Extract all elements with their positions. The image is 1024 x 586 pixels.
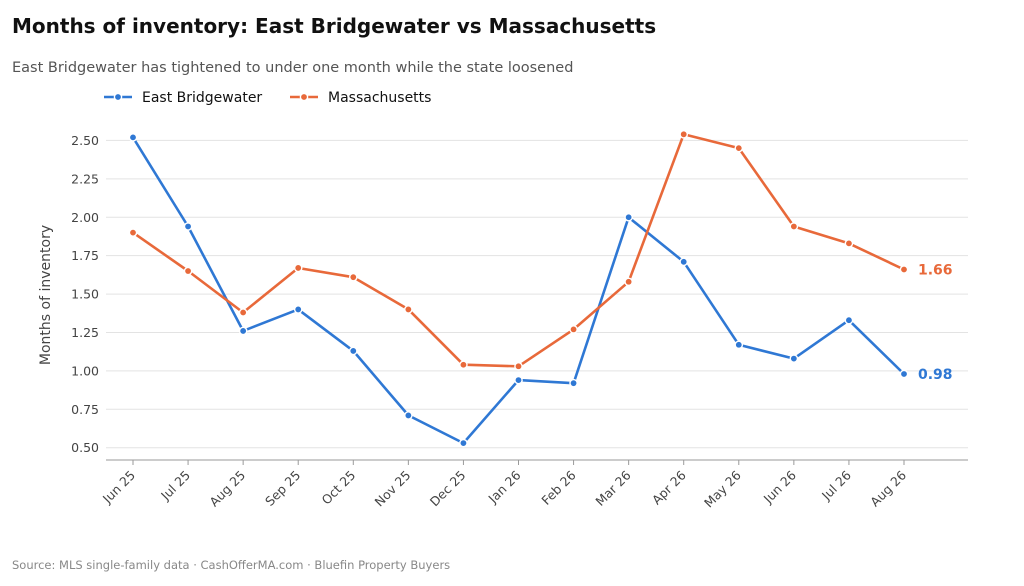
- y-tick-label: 2.50: [71, 133, 99, 148]
- data-point: [624, 212, 633, 222]
- data-point: [183, 266, 193, 276]
- data-point: [238, 308, 248, 317]
- legend-swatch-marker: [299, 92, 309, 102]
- legend-swatch-marker: [113, 92, 123, 102]
- legend: East Bridgewater Massachusetts: [104, 90, 431, 106]
- y-axis-label: Months of inventory: [38, 225, 54, 365]
- x-tick-label: Feb 26: [538, 467, 578, 507]
- data-point: [844, 315, 854, 325]
- data-point: [899, 265, 909, 274]
- chart-subtitle: East Bridgewater has tightened to under …: [12, 60, 574, 76]
- y-tick-label: 2.25: [71, 171, 99, 186]
- data-point: [569, 378, 578, 388]
- x-tick-label: Aug 26: [867, 467, 909, 509]
- x-tick-label: Sep 25: [262, 468, 303, 509]
- x-tick-label: Jul 26: [818, 467, 854, 503]
- data-point: [789, 354, 799, 363]
- data-point: [679, 257, 689, 267]
- series-layer: 0.98 1.66: [128, 129, 953, 448]
- data-point: [844, 239, 854, 248]
- y-tick-label: 0.50: [71, 440, 99, 455]
- data-point: [899, 369, 909, 379]
- data-point: [348, 272, 358, 282]
- series-massachusetts: 1.66: [128, 129, 953, 371]
- data-point: [514, 375, 523, 385]
- data-point: [459, 438, 468, 448]
- data-point: [459, 360, 468, 370]
- y-tick-label: 0.75: [71, 402, 99, 417]
- data-point: [128, 228, 138, 237]
- data-point: [238, 326, 248, 336]
- x-tick-label: Jul 25: [157, 468, 193, 504]
- source-note: Source: MLS single-family data · CashOff…: [12, 558, 451, 572]
- data-point: [679, 129, 689, 139]
- gridlines: [106, 139, 968, 461]
- chart-title: Months of inventory: East Bridgewater vs…: [12, 14, 657, 38]
- series-line: [131, 133, 906, 368]
- series-east-bridgewater: 0.98: [128, 133, 953, 448]
- x-tick-label: Aug 25: [206, 468, 248, 510]
- data-point: [183, 222, 193, 231]
- x-tick-label: Nov 25: [372, 468, 414, 510]
- data-point: [789, 222, 799, 231]
- x-axis-ticks: Jun 25 Jul 25 Aug 25 Sep 25 Oct 25 Nov 25 Dec …: [99, 460, 909, 510]
- data-point: [404, 305, 413, 314]
- x-tick-label: Jun 25: [99, 468, 138, 507]
- x-tick-label: Oct 25: [318, 468, 358, 508]
- data-point: [569, 325, 578, 334]
- data-point: [128, 133, 138, 142]
- end-value-label: 1.66: [918, 262, 953, 278]
- data-point: [348, 346, 358, 356]
- data-point: [734, 143, 744, 153]
- data-point: [734, 340, 744, 350]
- legend-label: East Bridgewater: [142, 90, 262, 106]
- x-tick-label: Apr 26: [649, 467, 689, 507]
- y-tick-label: 1.25: [71, 325, 99, 340]
- data-point: [404, 411, 413, 420]
- x-tick-label: May 26: [701, 467, 744, 510]
- legend-label: Massachusetts: [328, 90, 431, 106]
- data-point: [293, 263, 303, 273]
- data-point: [514, 361, 523, 371]
- data-point: [293, 305, 303, 314]
- x-tick-label: Dec 25: [427, 468, 469, 510]
- data-point: [624, 277, 633, 287]
- y-tick-label: 2.00: [71, 210, 99, 225]
- end-value-label: 0.98: [918, 367, 953, 383]
- y-axis-ticks: 0.50 0.75 1.00 1.25 1.50 1.75 2.00 2.25 2.50: [71, 133, 99, 455]
- x-tick-label: Mar 26: [592, 467, 633, 508]
- y-tick-label: 1.75: [71, 248, 99, 263]
- x-tick-label: Jan 26: [485, 467, 524, 506]
- x-tick-label: Jun 26: [760, 467, 799, 506]
- y-tick-label: 1.50: [71, 287, 99, 302]
- y-tick-label: 1.00: [71, 363, 99, 378]
- series-line: [131, 136, 906, 445]
